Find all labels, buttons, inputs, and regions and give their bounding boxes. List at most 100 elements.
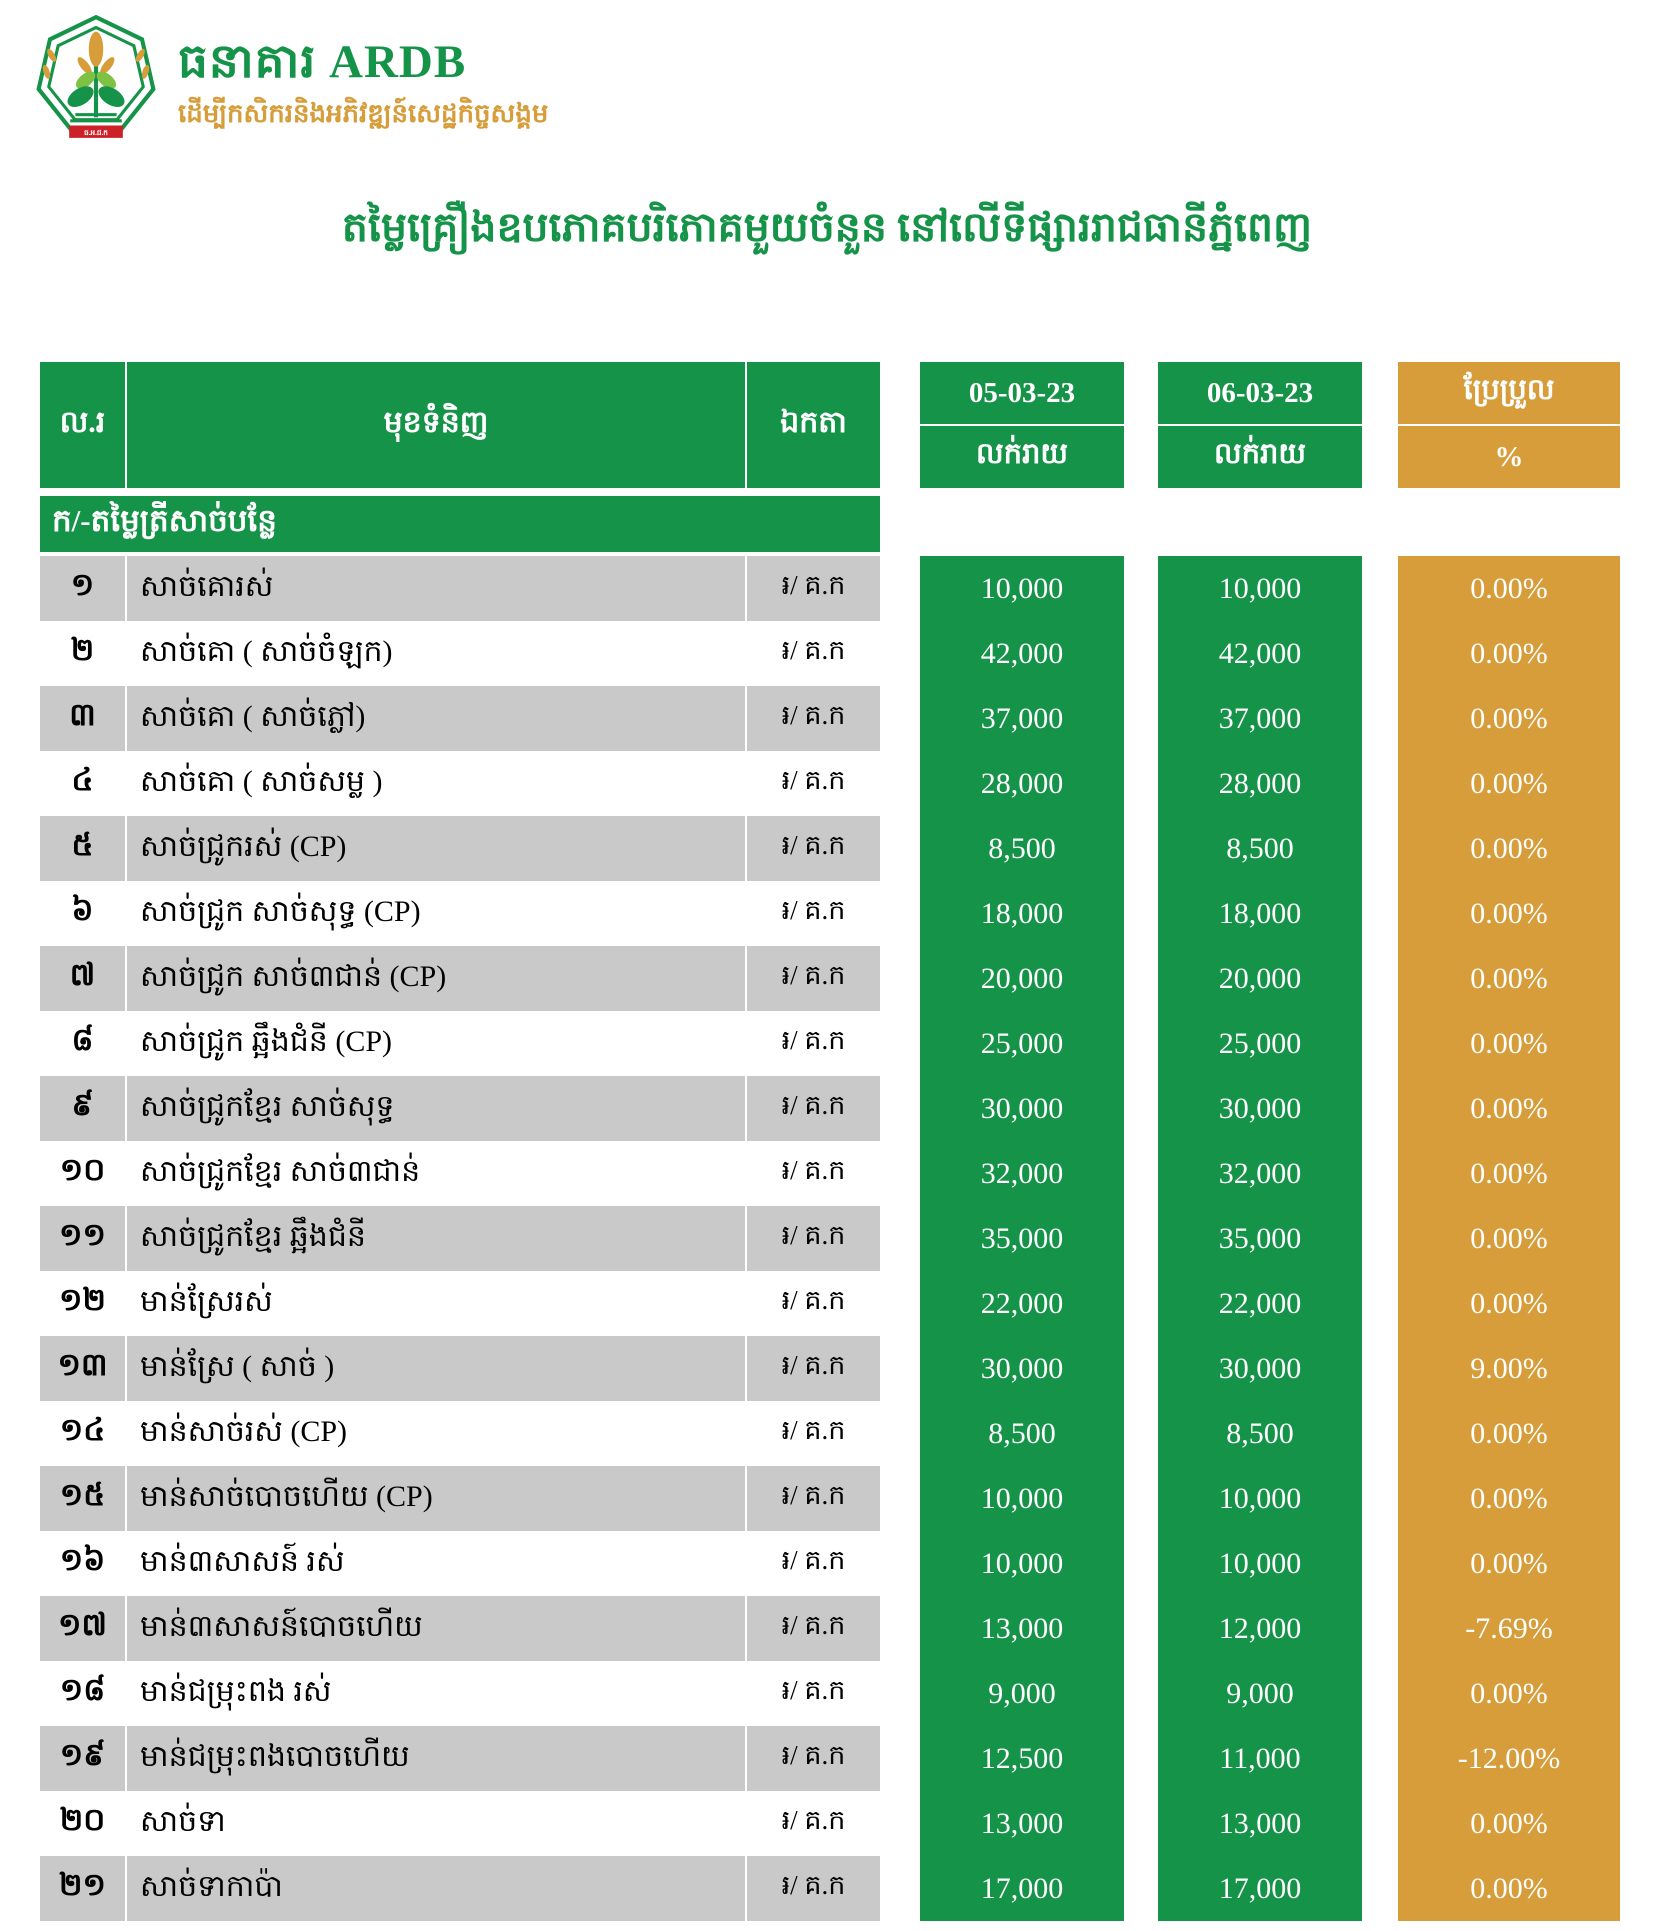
price-cell: 0.00% [1470,766,1548,800]
price-cell: 37,000 [980,701,1064,735]
col-header-day1: 05-03-23 លក់រាយ [920,362,1124,488]
item-unit: ៛/ គ.ក [747,1271,880,1336]
item-unit: ៛/ គ.ក [747,1336,880,1401]
price-cell: 18,000 [1218,896,1302,930]
price-cell: 12,000 [1218,1611,1302,1645]
price-cell: 22,000 [980,1286,1064,1320]
table-row: ៨ សាច់ជ្រូក ឆ្អឹងជំនី (CP) ៛/ គ.ក [40,1011,880,1076]
table-row: ១០ សាច់ជ្រូកខ្មែរ សាច់៣ជាន់ ៛/ គ.ក [40,1141,880,1206]
price-cell: 25,000 [1218,1026,1302,1060]
price-cell: 9,000 [1226,1676,1294,1710]
price-cell: 0.00% [1470,1156,1548,1190]
item-name: សាច់គោ ( សាច់ចំឡក) [127,621,745,686]
row-number: ៤ [40,751,125,816]
price-cell: 0.00% [1470,1481,1548,1515]
price-cell: 10,000 [980,1546,1064,1580]
table-row: ១៦ មាន់៣សាសន៍ រស់ ៛/ គ.ក [40,1531,880,1596]
item-name: សាច់ជ្រូកខ្មែរ ឆ្អឹងជំនី [127,1206,745,1271]
item-unit: ៛/ គ.ក [747,1011,880,1076]
table-row: ១២ មាន់ស្រែរស់ ៛/ គ.ក [40,1271,880,1336]
item-unit: ៛/ គ.ក [747,1661,880,1726]
item-unit: ៛/ គ.ក [747,556,880,621]
date1-label: 05-03-23 [920,362,1124,424]
table-row: ១១ សាច់ជ្រូកខ្មែរ ឆ្អឹងជំនី ៛/ គ.ក [40,1206,880,1271]
table-row: ៦ សាច់ជ្រូក សាច់សុទ្ធ (CP) ៛/ គ.ក [40,881,880,946]
table-row: ១៧ មាន់៣សាសន៍បោចហើយ ៛/ គ.ក [40,1596,880,1661]
price-cell: 12,500 [980,1741,1064,1775]
price-cell: 0.00% [1470,571,1548,605]
row-number: ១៨ [40,1661,125,1726]
item-unit: ៛/ គ.ក [747,1076,880,1141]
col-header-day2: 06-03-23 លក់រាយ [1158,362,1362,488]
item-name: មាន់ស្រែរស់ [127,1271,745,1336]
item-name: សាច់គោ ( សាច់ភ្លៅ) [127,686,745,751]
table-header-left: ល.រ មុខទំនិញ ឯកតា [40,362,880,488]
item-unit: ៛/ គ.ក [747,1791,880,1856]
price-cell: 0.00% [1470,1676,1548,1710]
price-cell: 13,000 [1218,1806,1302,1840]
row-number: ១០ [40,1141,125,1206]
document-title: តម្លៃគ្រឿងឧបភោគបរិភោគមួយចំនួន នៅលើទីផ្សា… [341,204,1313,250]
table-row: ១៨ មាន់ជម្រុះពង រស់ ៛/ គ.ក [40,1661,880,1726]
price-cell: 13,000 [980,1611,1064,1645]
price-cell: 30,000 [1218,1091,1302,1125]
price-cell: 11,000 [1219,1741,1301,1775]
row-number: ១៧ [40,1596,125,1661]
price-cell: 0.00% [1470,1286,1548,1320]
item-name: មាន់ជម្រុះពង រស់ [127,1661,745,1726]
item-unit: ៛/ គ.ក [747,946,880,1011]
price-cell: 0.00% [1470,701,1548,735]
table-row: ៣ សាច់គោ ( សាច់ភ្លៅ) ៛/ គ.ក [40,686,880,751]
table-row: ១៣ មាន់ស្រែ ( សាច់ ) ៛/ គ.ក [40,1336,880,1401]
price-cell: 13,000 [980,1806,1064,1840]
price-cell: 30,000 [980,1351,1064,1385]
price-cell: 10,000 [980,1481,1064,1515]
item-name: មាន់ជម្រុះពងបោចហើយ [127,1726,745,1791]
item-name: សាច់ជ្រូកខ្មែរ សាច់៣ជាន់ [127,1141,745,1206]
item-unit: ៛/ គ.ក [747,1466,880,1531]
brand-name: ធនាគារ ARDB [178,36,467,88]
item-name: មាន់សាច់បោចហើយ (CP) [127,1466,745,1531]
price-cell: 8,500 [988,831,1056,865]
row-number: ១៦ [40,1531,125,1596]
price-cell: 8,500 [1226,831,1294,865]
price-cell: 10,000 [1218,571,1302,605]
table-row: ៤ សាច់គោ ( សាច់សម្ល ) ៛/ គ.ក [40,751,880,816]
change-column: 0.00% 0.00% 0.00% 0.00% 0.00% 0.00% 0.00… [1398,556,1620,1921]
price-cell: 0.00% [1470,1221,1548,1255]
price-cell: 0.00% [1470,1416,1548,1450]
percent-label: % [1398,426,1620,488]
price-cell: -7.69% [1465,1611,1553,1645]
table-row: ១៩ មាន់ជម្រុះពងបោចហើយ ៛/ គ.ក [40,1726,880,1791]
item-name: សាច់ទា [127,1791,745,1856]
row-number: ៥ [40,816,125,881]
item-unit: ៛/ គ.ក [747,1531,880,1596]
row-number: ៧ [40,946,125,1011]
price-column-day1: 10,000 42,000 37,000 28,000 8,500 18,000… [920,556,1124,1921]
row-number: ២ [40,621,125,686]
table-row: ៥ សាច់ជ្រូករស់ (CP) ៛/ គ.ក [40,816,880,881]
price-cell: -12.00% [1457,1741,1561,1775]
price-cell: 0.00% [1470,1091,1548,1125]
table-row: ១៤ មាន់សាច់រស់ (CP) ៛/ គ.ក [40,1401,880,1466]
row-number: ១៩ [40,1726,125,1791]
price-cell: 9.00% [1470,1351,1548,1385]
price-cell: 28,000 [1218,766,1302,800]
row-number: ១ [40,556,125,621]
item-unit: ៛/ គ.ក [747,1596,880,1661]
row-number: ២០ [40,1791,125,1856]
ardb-logo-icon: ធ.អ.ជ.ក [36,14,156,138]
price-cell: 37,000 [1218,701,1302,735]
price-cell: 0.00% [1470,1806,1548,1840]
table-row: ២ សាច់គោ ( សាច់ចំឡក) ៛/ គ.ក [40,621,880,686]
price-cell: 18,000 [980,896,1064,930]
price-cell: 42,000 [980,636,1064,670]
retail2-label: លក់រាយ [1158,426,1362,488]
price-cell: 32,000 [980,1156,1064,1190]
price-cell: 17,000 [1218,1871,1302,1905]
row-number: ៣ [40,686,125,751]
item-unit: ៛/ គ.ក [747,1401,880,1466]
table-row: ១ សាច់គោរស់ ៛/ គ.ក [40,556,880,621]
price-cell: 9,000 [988,1676,1056,1710]
price-cell: 30,000 [980,1091,1064,1125]
